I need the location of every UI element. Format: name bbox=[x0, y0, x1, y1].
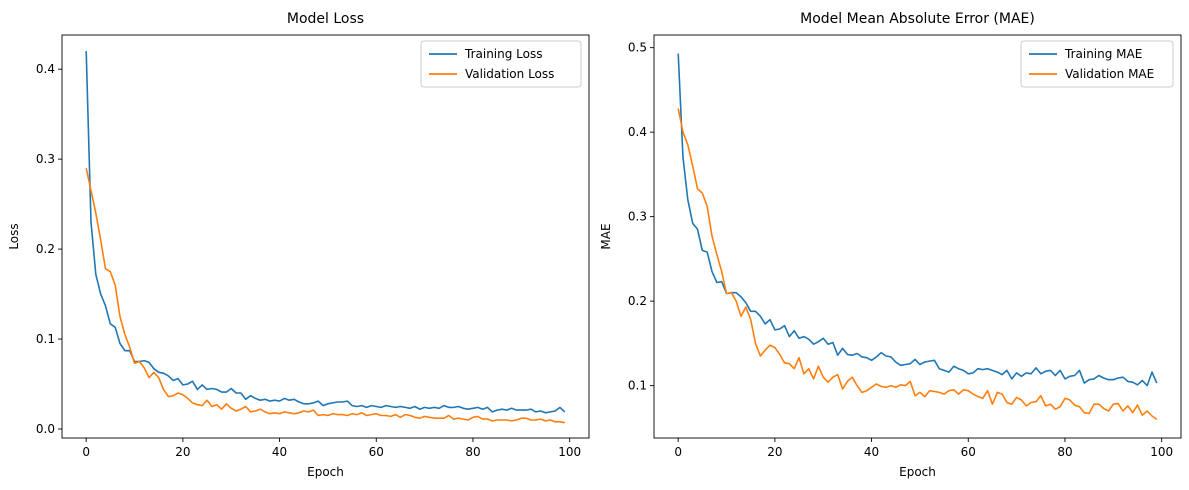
y-tick-label: 0.3 bbox=[628, 210, 647, 224]
x-tick-label: 40 bbox=[864, 445, 879, 459]
y-axis-label: Loss bbox=[7, 223, 21, 249]
plot-area: 0 20 40 60 80 100 0.0 0.1 0.2 0.3 0.4 bbox=[36, 34, 590, 459]
x-tick-label: 80 bbox=[465, 445, 480, 459]
series-line-training-loss bbox=[85, 51, 566, 414]
x-tick-label: 100 bbox=[558, 445, 581, 459]
y-tick-label: 0.2 bbox=[36, 242, 55, 256]
x-tick-label: 0 bbox=[82, 445, 90, 459]
y-tick-label: 0.1 bbox=[628, 379, 647, 393]
axes-frame bbox=[61, 34, 590, 439]
legend-label-validation-loss: Validation Loss bbox=[465, 67, 554, 81]
x-tick-label: 20 bbox=[767, 445, 782, 459]
x-tick-label: 0 bbox=[674, 445, 682, 459]
x-tick-label: 80 bbox=[1057, 445, 1072, 459]
mae-chart: Model Mean Absolute Error (MAE) Epoch MA… bbox=[599, 11, 1182, 479]
x-axis-label: Epoch bbox=[899, 465, 936, 479]
chart-title: Model Loss bbox=[287, 11, 364, 27]
x-tick-label: 100 bbox=[1150, 445, 1173, 459]
chart-title: Model Mean Absolute Error (MAE) bbox=[800, 11, 1035, 27]
x-axis-label: Epoch bbox=[307, 465, 344, 479]
series-line-validation-mae bbox=[677, 108, 1158, 421]
y-tick-label: 0.2 bbox=[628, 294, 647, 308]
y-tick-label: 0.0 bbox=[36, 422, 55, 436]
x-tick-label: 40 bbox=[272, 445, 287, 459]
legend-label-validation-mae: Validation MAE bbox=[1065, 67, 1154, 81]
y-tick-label: 0.4 bbox=[628, 125, 647, 139]
y-tick-label: 0.1 bbox=[36, 332, 55, 346]
y-tick-label: 0.5 bbox=[628, 41, 647, 55]
legend-label-training-loss: Training Loss bbox=[464, 47, 542, 61]
y-tick-label: 0.3 bbox=[36, 152, 55, 166]
loss-chart: Model Loss Epoch Loss 0 20 40 60 80 100 0.0 0.1… bbox=[7, 11, 590, 479]
y-axis-label: MAE bbox=[599, 223, 613, 249]
x-tick-label: 60 bbox=[369, 445, 384, 459]
axes-frame bbox=[653, 34, 1182, 439]
legend: Training Loss Validation Loss bbox=[420, 40, 582, 88]
x-tick-label: 60 bbox=[961, 445, 976, 459]
legend-box bbox=[420, 40, 582, 88]
series-line-validation-loss bbox=[85, 167, 565, 424]
legend: Training MAE Validation MAE bbox=[1020, 40, 1174, 88]
legend-box bbox=[1020, 40, 1174, 88]
legend-label-training-mae: Training MAE bbox=[1064, 47, 1142, 61]
x-tick-label: 20 bbox=[175, 445, 190, 459]
plot-area: 0 20 40 60 80 100 0.1 0.2 0.3 0.4 0.5 bbox=[628, 34, 1182, 459]
series-line-training-mae bbox=[677, 53, 1158, 387]
y-tick-label: 0.4 bbox=[36, 62, 55, 76]
